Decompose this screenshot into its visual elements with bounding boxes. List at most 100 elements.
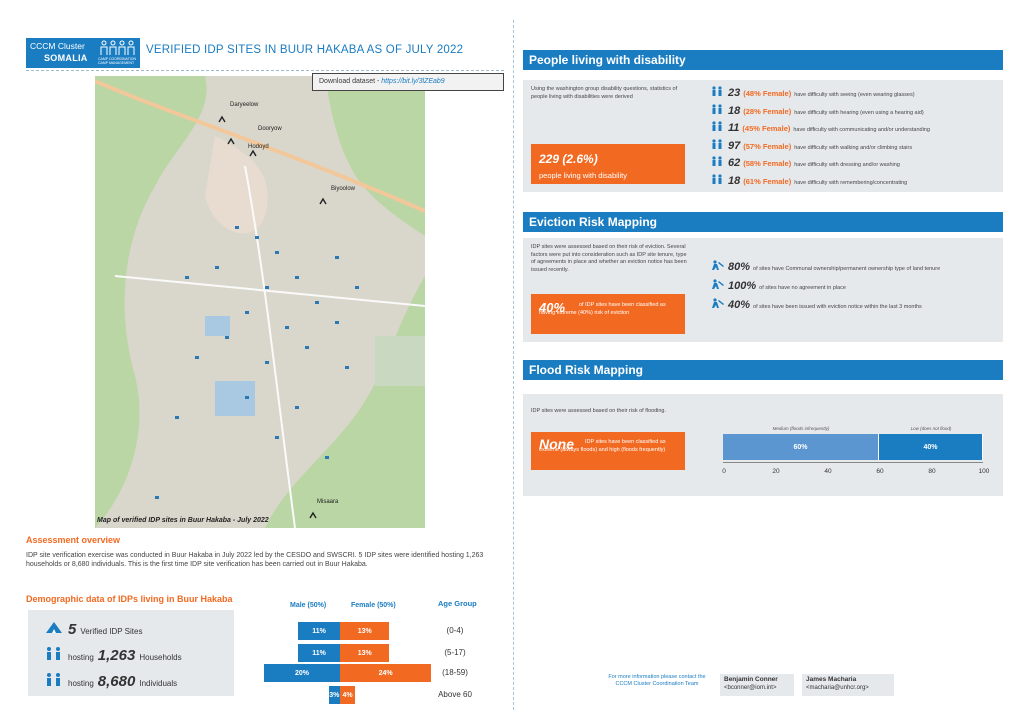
- disability-total-label: people living with disability: [539, 171, 627, 180]
- pyramid-bar-male: 11%: [298, 644, 340, 662]
- disability-header: People living with disability: [523, 50, 1003, 70]
- eviction-desc: of sites have Communal ownership/permane…: [753, 266, 941, 272]
- disability-row: 18 (28% Female) have difficulty with heari…: [711, 103, 924, 117]
- disability-count: 62: [728, 157, 741, 169]
- people-logo-icon: [100, 40, 135, 55]
- family-icon: [712, 121, 722, 131]
- disability-count: 11: [728, 122, 740, 134]
- map-place-dooryow: Dooryow: [258, 126, 282, 132]
- households-label: Households: [139, 653, 182, 662]
- disability-female-pct: (48% Female): [743, 89, 792, 98]
- disability-row: 62 (58% Female) have difficulty with dress…: [711, 156, 900, 169]
- eviction-row: 80% of sites have Communal ownership/perm…: [711, 260, 940, 273]
- map-place-biyoolow: Biyoolow: [331, 186, 356, 192]
- family-icon: [712, 138, 722, 149]
- title-divider: [26, 70, 504, 71]
- eviction-row: 100% of sites have no agreement in place: [711, 279, 846, 292]
- disability-highlight: 229 (2.6%) people living with disability: [531, 144, 685, 184]
- disability-row: 11 (45% Female) have difficulty with commu…: [711, 121, 930, 134]
- flood-axis-tick: 0: [722, 468, 726, 475]
- disability-row: 97 (57% Female) have difficulty with walki…: [711, 138, 912, 152]
- disability-desc: have difficulty with communicating and/o…: [793, 127, 930, 133]
- flood-axis-tick: 100: [978, 468, 990, 475]
- pyramid-age-label: (5-17): [444, 648, 466, 657]
- flood-intro: IDP sites were assessed based on their r…: [531, 408, 667, 414]
- contact-2-email[interactable]: <macharia@unhcr.org>: [806, 685, 869, 691]
- flood-series-name: Medium (floods infrequently): [772, 426, 830, 431]
- eviction-pct: 100%: [728, 280, 757, 292]
- contact-1: Benjamin Conner <bconner@iom.int>: [720, 674, 794, 696]
- flood-bar-segment: 40%: [879, 434, 983, 460]
- pyramid-age-label: Above 60: [438, 690, 472, 699]
- download-dataset-box: Download dataset - https://bit.ly/3lZEab…: [312, 73, 504, 91]
- disability-count: 18: [728, 104, 741, 117]
- idp-sites-map: Daryeelow Dooryow Hodoyd Biyoolow Misaar…: [95, 76, 425, 528]
- disability-count: 97: [728, 139, 741, 152]
- disability-panel: Using the washington group disability qu…: [523, 80, 1003, 192]
- pyramid-age-label: (0-4): [446, 626, 464, 635]
- contact-1-email[interactable]: <bconner@iom.int>: [724, 685, 777, 691]
- logo-tagline: CAMP COORDINATION CAMP MANAGEMENT: [98, 57, 136, 65]
- flood-axis-tick: 40: [824, 468, 832, 475]
- assessment-body: IDP site verification exercise was condu…: [26, 552, 484, 568]
- demographics-summary: 5 Verified IDP Sites hosting 1,263 House…: [28, 610, 234, 696]
- map-place-daryeelow: Daryeelow: [230, 102, 259, 108]
- pyramid-age-label: (18-59): [442, 668, 468, 677]
- individuals-count: 8,680: [97, 673, 136, 690]
- family-icon: [712, 103, 722, 114]
- pyramid-bar-female: 13%: [340, 644, 390, 662]
- households-prefix: hosting: [68, 653, 94, 662]
- download-link[interactable]: https://bit.ly/3lZEab9: [381, 78, 445, 85]
- flood-axis-tick: 20: [772, 468, 780, 475]
- sites-row: 5 Verified IDP Sites: [44, 620, 142, 638]
- eviction-panel: IDP sites were assessed based on their r…: [523, 238, 1003, 342]
- flood-axis-tick: 60: [876, 468, 884, 475]
- sites-count: 5: [68, 621, 77, 638]
- disability-female-pct: (61% Female): [743, 176, 792, 186]
- column-divider: [513, 20, 514, 710]
- flood-highlight: None IDP sites have been classified as e…: [531, 432, 685, 470]
- flood-header: Flood Risk Mapping: [523, 360, 1003, 380]
- flood-axis-line: [723, 462, 983, 463]
- eviction-pct: 40%: [728, 299, 751, 311]
- logo-line1: CCCM Cluster: [30, 41, 85, 51]
- pyramid-bar-male: 20%: [264, 664, 340, 682]
- flood-bar-segment: 60%: [723, 434, 879, 460]
- pyramid-bar-female: 4%: [340, 686, 356, 704]
- pyramid-bar-male: 3%: [328, 686, 340, 704]
- eviction-desc: of sites have been issued with eviction …: [753, 304, 922, 310]
- assessment-title: Assessment overview: [26, 535, 121, 545]
- households-count: 1,263: [97, 647, 136, 664]
- flood-series-name: Low (does not flood): [910, 426, 952, 431]
- map-place-misaara: Misaara: [317, 499, 339, 505]
- individuals-prefix: hosting: [68, 679, 94, 688]
- disability-count: 23: [728, 87, 741, 99]
- eviction-intro: IDP sites were assessed based on their r…: [531, 244, 687, 273]
- flood-panel: IDP sites were assessed based on their r…: [523, 394, 1003, 496]
- people-icon: [47, 673, 60, 686]
- disability-desc: have difficulty with remembering/concent…: [794, 179, 908, 186]
- eviction-icon: [712, 279, 724, 289]
- footer-info: For more information please contact the …: [608, 674, 706, 687]
- disability-female-pct: (57% Female): [743, 141, 792, 151]
- disability-row: 18 (61% Female) have difficulty with remem…: [711, 173, 908, 187]
- family-icon: [47, 647, 60, 660]
- map-graphic: [95, 76, 425, 528]
- map-caption: Map of verified IDP sites in Buur Hakaba…: [97, 517, 269, 524]
- family-icon: [712, 86, 722, 96]
- disability-desc: have difficulty with hearing (even using…: [794, 109, 924, 116]
- eviction-total: 40%: [539, 300, 566, 315]
- eviction-icon: [712, 260, 724, 270]
- disability-count: 18: [728, 174, 741, 187]
- disability-female-pct: (58% Female): [743, 159, 792, 168]
- pyramid-bar-female: 24%: [340, 664, 432, 682]
- eviction-header: Eviction Risk Mapping: [523, 212, 1003, 232]
- flood-total-label: IDP sites have been classified as extrem…: [539, 439, 666, 453]
- demographics-title: Demographic data of IDPs living in Buur …: [26, 594, 233, 604]
- individuals-row: hosting 8,680 Individuals: [44, 672, 177, 690]
- map-place-hodoyd: Hodoyd: [248, 144, 269, 150]
- eviction-highlight: 40% of IDP sites have been classified as…: [531, 294, 685, 334]
- disability-total: 229 (2.6%): [539, 152, 598, 166]
- pyramid-bar-male: 11%: [298, 622, 340, 640]
- eviction-pct: 80%: [728, 261, 751, 273]
